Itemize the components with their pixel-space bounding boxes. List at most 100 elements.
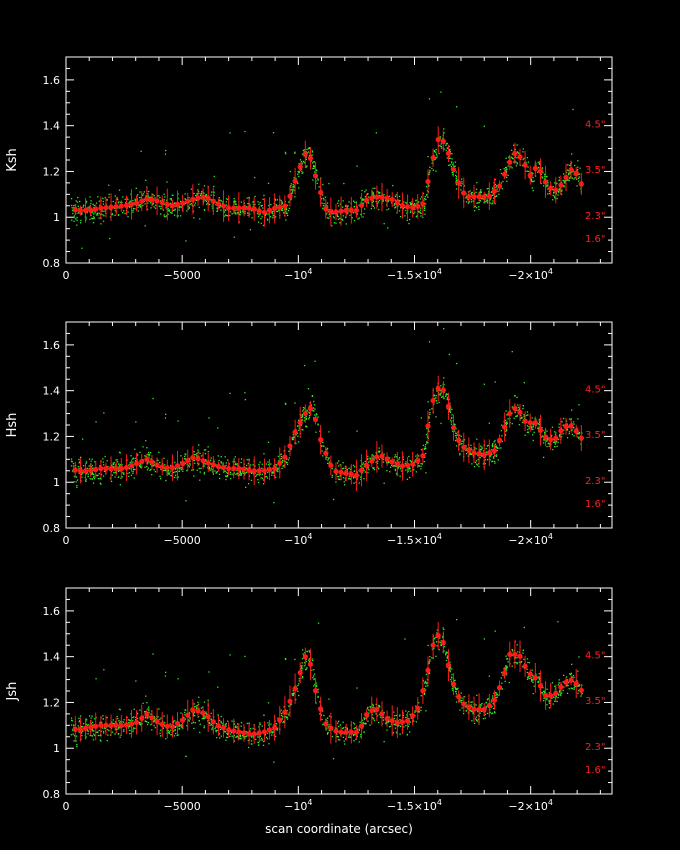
- data-point: [388, 199, 390, 201]
- data-point: [205, 713, 207, 715]
- data-point: [78, 458, 80, 461]
- data-point: [465, 197, 468, 199]
- mean-point: [548, 185, 554, 191]
- data-point: [185, 453, 187, 456]
- data-point: [568, 426, 570, 428]
- data-point: [373, 458, 375, 460]
- data-point: [503, 667, 505, 670]
- data-point: [356, 213, 359, 215]
- data-point: [122, 472, 124, 474]
- data-point: [484, 193, 487, 195]
- data-point: [451, 416, 453, 419]
- data-point: [271, 471, 273, 473]
- data-point: [169, 209, 171, 211]
- data-point: [190, 188, 193, 190]
- data-point: [490, 454, 492, 456]
- data-point: [182, 470, 184, 472]
- data-point: [145, 179, 147, 181]
- data-point: [508, 681, 510, 684]
- data-point: [433, 637, 436, 639]
- data-point: [177, 197, 179, 200]
- data-point: [577, 432, 580, 434]
- y-tick-label: 1.6: [43, 74, 61, 87]
- data-point: [342, 462, 344, 464]
- mean-point: [517, 409, 523, 415]
- x-tick-label: −1.5×104: [387, 267, 442, 282]
- data-point: [90, 723, 92, 725]
- data-point: [393, 459, 395, 461]
- data-point: [140, 206, 142, 208]
- mean-point: [282, 203, 288, 209]
- data-point: [175, 474, 177, 476]
- data-point: [211, 191, 213, 193]
- data-point: [356, 206, 358, 208]
- data-point: [576, 185, 578, 187]
- x-tick-label: −5000: [164, 800, 201, 813]
- data-point: [257, 473, 259, 475]
- mean-point: [231, 465, 237, 472]
- data-point: [150, 196, 152, 198]
- data-point: [511, 167, 513, 169]
- data-point: [455, 445, 458, 447]
- mean-point: [215, 463, 222, 470]
- data-point: [111, 213, 114, 215]
- data-point: [450, 423, 453, 425]
- data-point: [344, 477, 346, 479]
- mean-point: [563, 174, 569, 180]
- data-point: [327, 462, 329, 464]
- data-point: [162, 209, 164, 211]
- data-point: [181, 467, 183, 469]
- mean-point: [323, 206, 329, 212]
- data-point: [313, 161, 315, 163]
- data-point: [394, 469, 397, 472]
- data-point: [132, 719, 134, 722]
- data-point: [526, 678, 529, 680]
- data-point: [306, 409, 308, 411]
- data-point: [272, 472, 274, 474]
- data-point: [410, 461, 413, 463]
- data-point: [451, 171, 453, 174]
- data-point: [342, 215, 345, 217]
- data-point: [265, 213, 267, 215]
- mean-point: [537, 168, 544, 174]
- data-point: [78, 472, 80, 474]
- mean-point: [537, 427, 544, 433]
- data-point: [92, 222, 95, 224]
- data-point: [481, 455, 483, 457]
- data-point: [293, 189, 295, 191]
- data-point: [448, 669, 450, 671]
- data-point: [328, 698, 330, 700]
- data-point: [81, 247, 83, 249]
- data-point: [298, 683, 300, 685]
- data-point: [112, 462, 114, 464]
- data-point: [320, 198, 323, 200]
- data-point: [304, 149, 306, 151]
- data-point: [288, 457, 290, 459]
- data-point: [322, 445, 324, 447]
- data-point: [84, 480, 87, 482]
- data-point: [248, 483, 250, 485]
- y-tick-label: 1: [53, 211, 60, 224]
- data-point: [346, 205, 348, 207]
- data-point: [558, 191, 560, 193]
- data-point: [342, 736, 345, 738]
- data-point: [191, 722, 193, 724]
- data-point: [218, 197, 220, 199]
- data-point: [451, 414, 453, 416]
- data-point: [395, 194, 397, 196]
- data-point: [487, 444, 489, 447]
- data-point: [146, 702, 148, 704]
- data-point: [292, 434, 294, 436]
- x-tick-label: −104: [284, 798, 312, 813]
- data-point: [454, 679, 456, 681]
- data-point: [387, 200, 389, 203]
- data-point: [148, 451, 150, 453]
- data-point: [261, 725, 263, 727]
- data-point: [440, 143, 442, 145]
- data-point: [528, 170, 530, 173]
- data-point: [574, 164, 576, 167]
- data-point: [178, 725, 180, 728]
- panel-ksh: 0 −5000 −104 −1.5×104 −2×1040.811.21.41.6Ksh…: [5, 56, 613, 282]
- data-point: [530, 427, 533, 429]
- x-tick-label: −5000: [164, 534, 201, 547]
